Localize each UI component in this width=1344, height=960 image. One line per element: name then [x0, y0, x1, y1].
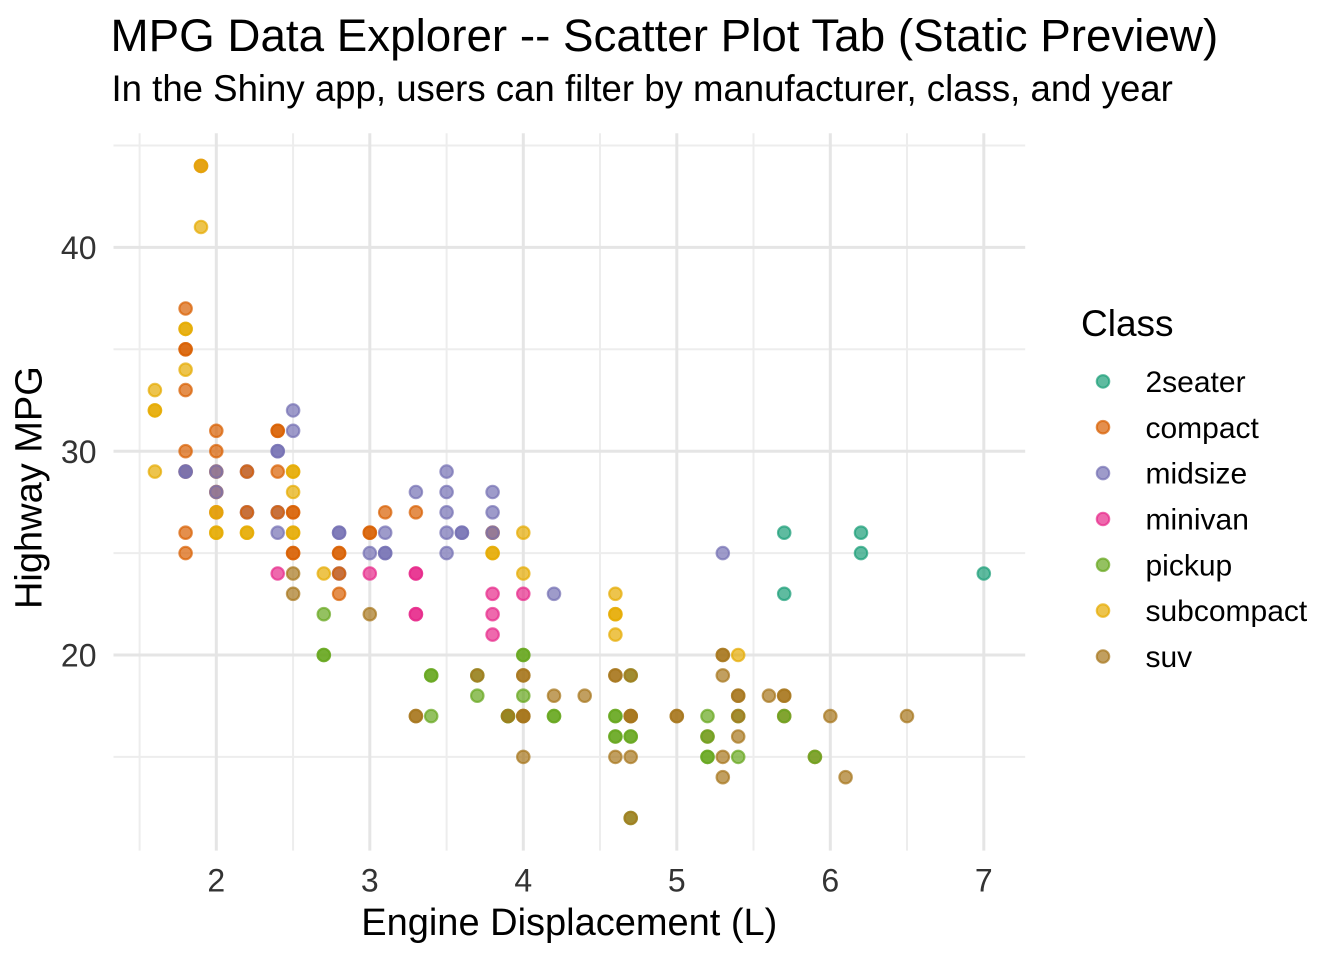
svg-text:30: 30	[61, 434, 97, 470]
svg-text:5: 5	[668, 863, 686, 899]
svg-text:Class: Class	[1081, 303, 1174, 344]
svg-text:40: 40	[61, 230, 97, 266]
svg-text:minivan: minivan	[1146, 504, 1249, 537]
svg-text:pickup: pickup	[1146, 549, 1233, 582]
svg-text:compact: compact	[1146, 412, 1260, 445]
svg-text:6: 6	[821, 863, 839, 899]
svg-text:In the Shiny app, users can fi: In the Shiny app, users can filter by ma…	[112, 68, 1173, 109]
svg-text:Engine Displacement (L): Engine Displacement (L)	[361, 902, 777, 944]
svg-text:suv: suv	[1146, 641, 1193, 674]
svg-text:Highway MPG: Highway MPG	[9, 366, 51, 609]
svg-text:MPG Data Explorer -- Scatter P: MPG Data Explorer -- Scatter Plot Tab (S…	[111, 10, 1219, 61]
svg-text:midsize: midsize	[1146, 458, 1248, 491]
svg-text:2: 2	[207, 863, 225, 899]
svg-text:3: 3	[361, 863, 379, 899]
svg-text:20: 20	[61, 638, 97, 674]
svg-text:4: 4	[514, 863, 532, 899]
svg-text:subcompact: subcompact	[1146, 595, 1308, 628]
svg-text:2seater: 2seater	[1146, 366, 1246, 399]
svg-text:7: 7	[975, 863, 993, 899]
